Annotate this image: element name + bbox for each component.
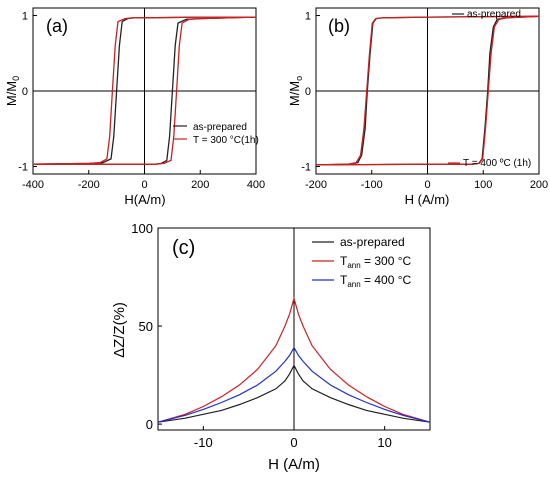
- panel-b-zero-lines: [316, 8, 539, 174]
- panel-b-y-axis-title-sub: o: [294, 76, 304, 81]
- panel-c-series-2-line: [157, 346, 431, 423]
- panel-c: -10 0 10 0 50 100 (c) H (A/m) ΔZ/Z(%) as-pre…: [111, 221, 431, 473]
- panel-c-legend-label-main: T: [340, 273, 348, 287]
- panel-b-series-1-lower-branch-line: [315, 15, 540, 166]
- panel-a-x-tick-label: 400: [247, 179, 265, 191]
- panel-a-y-tick-label: 0: [22, 86, 28, 98]
- panel-a-x-ticks: -400 -200 0 200 400: [22, 170, 265, 191]
- panel-c-legend-label-main: as-prepared: [340, 235, 405, 249]
- panel-b-x-tick-label: 100: [474, 179, 492, 191]
- panel-c-legend-label: Tann = 300 °C: [340, 254, 412, 270]
- panel-b-y-tick-label: -1: [301, 161, 311, 173]
- panel-b-x-tick-label: 200: [530, 179, 548, 191]
- panel-c-x-ticks: -10 0 10: [194, 426, 392, 450]
- panel-a-x-tick-label: -400: [22, 179, 44, 191]
- panel-c-y-axis-title: ΔZ/Z(%): [111, 302, 128, 358]
- panel-c-legend-label-sub: ann: [347, 280, 360, 289]
- panel-b-y-ticks: -1 0 1: [301, 11, 320, 173]
- panel-a-y-axis-title-sub: 0: [11, 76, 21, 81]
- panel-b-y-tick-label: 1: [305, 11, 311, 23]
- panel-c-tag: (c): [172, 237, 195, 259]
- panel-c-x-tick-label: -10: [194, 435, 213, 450]
- panel-b-x-tick-label: 0: [424, 179, 430, 191]
- panel-c-legend-label-sub: ann: [347, 261, 360, 270]
- panel-b-x-ticks: -200 -100 0 100 200: [305, 170, 548, 191]
- panel-c-x-tick-label: 0: [290, 435, 297, 450]
- panel-b-legend-label: as-prepared: [467, 9, 521, 20]
- panel-b-x-tick-label: -200: [305, 179, 327, 191]
- panel-a-legend-label: as-prepared: [193, 122, 247, 133]
- panel-a-legend: as-prepared T = 300 °C(1h): [173, 122, 259, 146]
- panel-c-series-1-line: [157, 296, 431, 423]
- panel-a-x-tick-label: 200: [191, 179, 209, 191]
- panel-b-x-axis-title: H (A/m): [405, 192, 450, 207]
- panel-c-y-tick-label: 50: [139, 319, 153, 334]
- panel-b-series: [315, 15, 540, 166]
- panel-b-y-axis-title-main: M/M: [287, 81, 302, 106]
- panel-c-y-tick-label: 100: [131, 221, 153, 236]
- panel-c-x-tick-label: 10: [377, 435, 391, 450]
- panel-c-y-ticks: 0 50 100: [131, 221, 162, 432]
- panel-c-legend-label-main: T: [340, 254, 348, 268]
- panel-b-legend-label: T = 400 ºC (1h): [463, 158, 531, 169]
- panel-c-legend-label: as-prepared: [340, 235, 405, 249]
- panel-b: -200 -100 0 100 200 -1 0 1 (b) H (A/m) M/Mo as…: [287, 7, 548, 207]
- panel-a-x-axis-title: H(A/m): [124, 192, 165, 207]
- panel-a-y-tick-label: -1: [18, 161, 28, 173]
- panel-b-y-tick-label: 0: [305, 86, 311, 98]
- panel-a-tag: (a): [46, 16, 68, 36]
- panel-c-legend-label: Tann = 400 °C: [340, 273, 412, 289]
- panel-b-tag: (b): [328, 16, 350, 36]
- panel-b-legend: as-prepared T = 400 ºC (1h): [448, 9, 531, 169]
- panel-b-x-tick-label: -100: [361, 179, 383, 191]
- panel-b-y-axis-title: M/Mo: [287, 76, 304, 106]
- panel-a-series-1-upper-branch-line: [32, 16, 256, 165]
- panel-c-series: [157, 296, 431, 423]
- panel-b-series-1-upper-branch-line: [315, 15, 540, 166]
- panel-a-series: [32, 16, 257, 165]
- panel-a-y-tick-label: 1: [22, 11, 28, 23]
- panel-a-legend-label: T = 300 °C(1h): [193, 135, 259, 146]
- panel-a-x-tick-label: 0: [141, 179, 147, 191]
- panel-a-x-tick-label: -200: [78, 179, 100, 191]
- panel-c-legend-label-tail: = 400 °C: [361, 273, 412, 287]
- panel-a-y-ticks: -1 0 1: [18, 11, 37, 173]
- panel-a-zero-lines: [33, 8, 256, 174]
- panel-a: -400 -200 0 200 400 -101 (a) H(A/m) M/M0 as-…: [4, 7, 265, 207]
- panel-c-x-axis-title: H (A/m): [268, 456, 320, 473]
- panel-a-y-axis-title: M/M0: [4, 76, 21, 106]
- panel-c-legend-label-tail: = 300 °C: [361, 254, 412, 268]
- panel-a-y-axis-title-main: M/M: [4, 81, 19, 106]
- panel-a-series-1-lower-branch-line: [33, 16, 257, 165]
- panel-c-y-tick-label: 0: [146, 417, 153, 432]
- panel-c-series-0-line: [157, 363, 431, 423]
